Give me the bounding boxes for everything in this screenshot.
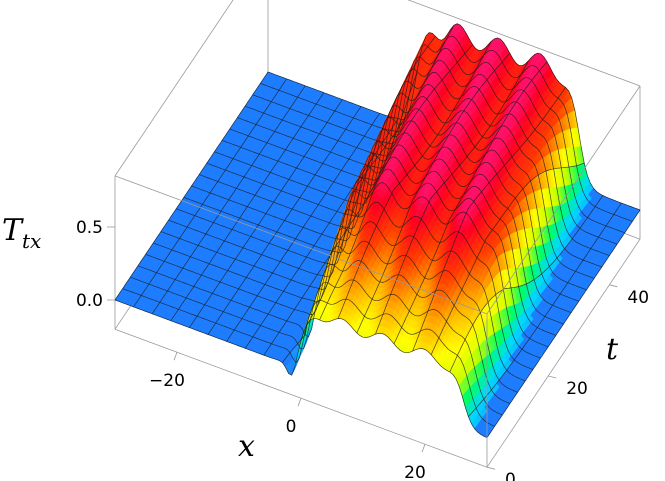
surface-mesh [114, 23, 641, 438]
box-edge-back [407, 0, 641, 87]
box-edge-back [114, 0, 234, 177]
